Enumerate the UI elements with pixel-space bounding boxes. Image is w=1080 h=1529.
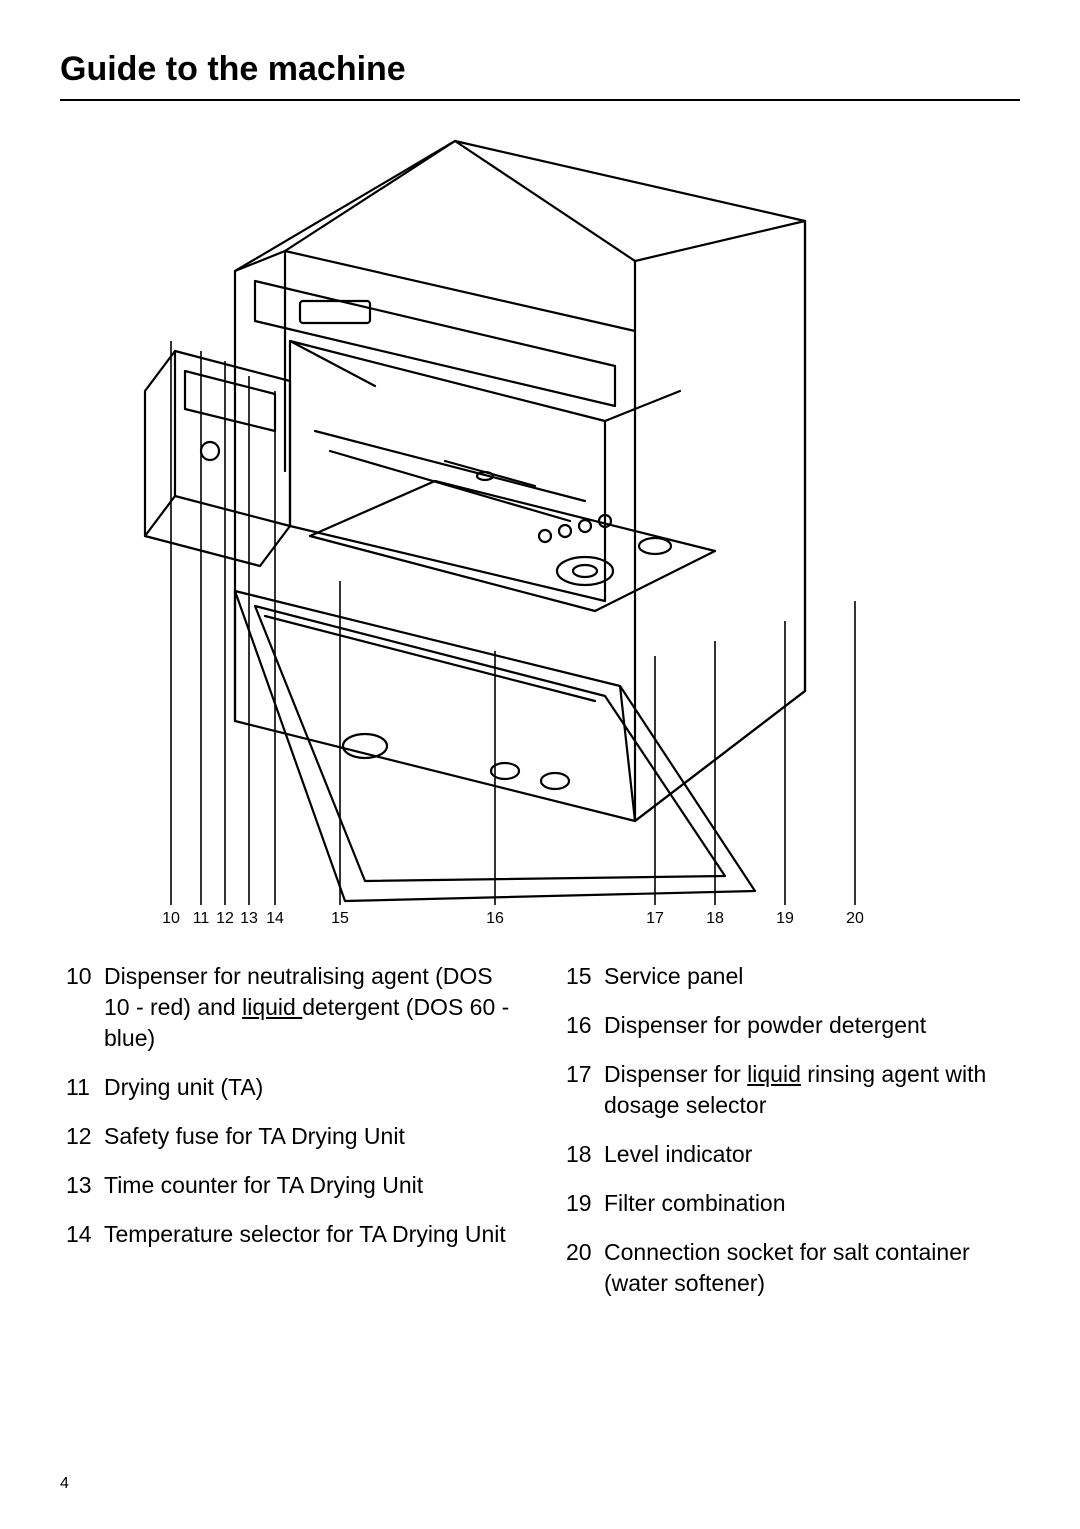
machine-diagram-container: 10 11 12 13 14 15 16 17 18 19 20	[60, 131, 1020, 951]
legend-item-14: 14Temperature selector for TA Drying Uni…	[60, 1219, 520, 1250]
legend-item-18: 18Level indicator	[560, 1139, 1020, 1170]
legend-item-11: 11Drying unit (TA)	[60, 1072, 520, 1103]
legend-num: 20	[560, 1237, 604, 1268]
legend-text: Dispenser for neutralising agent (DOS 10…	[104, 961, 520, 1054]
legend-item-15: 15Service panel	[560, 961, 1020, 992]
callout-label-20: 20	[846, 910, 864, 927]
legend-text: Filter combination	[604, 1188, 1020, 1219]
callout-label-19: 19	[776, 910, 794, 927]
legend-item-17: 17Dispenser for liquid rinsing agent wit…	[560, 1059, 1020, 1121]
machine-diagram: 10 11 12 13 14 15 16 17 18 19 20	[115, 131, 965, 951]
callout-label-10: 10	[162, 910, 180, 927]
legend-text: Connection socket for salt container (wa…	[604, 1237, 1020, 1299]
legend-text: Dispenser for liquid rinsing agent with …	[604, 1059, 1020, 1121]
callout-label-18: 18	[706, 910, 724, 927]
legend-text: Level indicator	[604, 1139, 1020, 1170]
legend-text: Time counter for TA Drying Unit	[104, 1170, 520, 1201]
legend-text: Safety fuse for TA Drying Unit	[104, 1121, 520, 1152]
callout-label-16: 16	[486, 910, 504, 927]
legend-num: 18	[560, 1139, 604, 1170]
legend-item-10: 10Dispenser for neutralising agent (DOS …	[60, 961, 520, 1054]
legend-num: 16	[560, 1010, 604, 1041]
legend-columns: 10Dispenser for neutralising agent (DOS …	[60, 961, 1020, 1317]
legend-text: Dispenser for powder detergent	[604, 1010, 1020, 1041]
callout-label-14: 14	[266, 910, 284, 927]
callout-label-12: 12	[216, 910, 234, 927]
legend-num: 19	[560, 1188, 604, 1219]
legend-text: Temperature selector for TA Drying Unit	[104, 1219, 520, 1250]
callout-label-11: 11	[193, 910, 210, 927]
page-number: 4	[60, 1475, 69, 1493]
legend-item-12: 12Safety fuse for TA Drying Unit	[60, 1121, 520, 1152]
legend-item-13: 13Time counter for TA Drying Unit	[60, 1170, 520, 1201]
legend-item-16: 16Dispenser for powder detergent	[560, 1010, 1020, 1041]
legend-num: 10	[60, 961, 104, 992]
legend-col-left: 10Dispenser for neutralising agent (DOS …	[60, 961, 520, 1317]
callout-label-17: 17	[646, 910, 664, 927]
legend-col-right: 15Service panel16Dispenser for powder de…	[560, 961, 1020, 1317]
legend-num: 15	[560, 961, 604, 992]
legend-num: 17	[560, 1059, 604, 1090]
legend-item-20: 20Connection socket for salt container (…	[560, 1237, 1020, 1299]
callout-label-13: 13	[240, 910, 258, 927]
legend-num: 11	[60, 1072, 104, 1103]
legend-num: 12	[60, 1121, 104, 1152]
page-title: Guide to the machine	[60, 50, 1020, 101]
legend-text: Drying unit (TA)	[104, 1072, 520, 1103]
legend-num: 14	[60, 1219, 104, 1250]
legend-item-19: 19Filter combination	[560, 1188, 1020, 1219]
legend-num: 13	[60, 1170, 104, 1201]
legend-text: Service panel	[604, 961, 1020, 992]
callout-label-15: 15	[331, 910, 349, 927]
